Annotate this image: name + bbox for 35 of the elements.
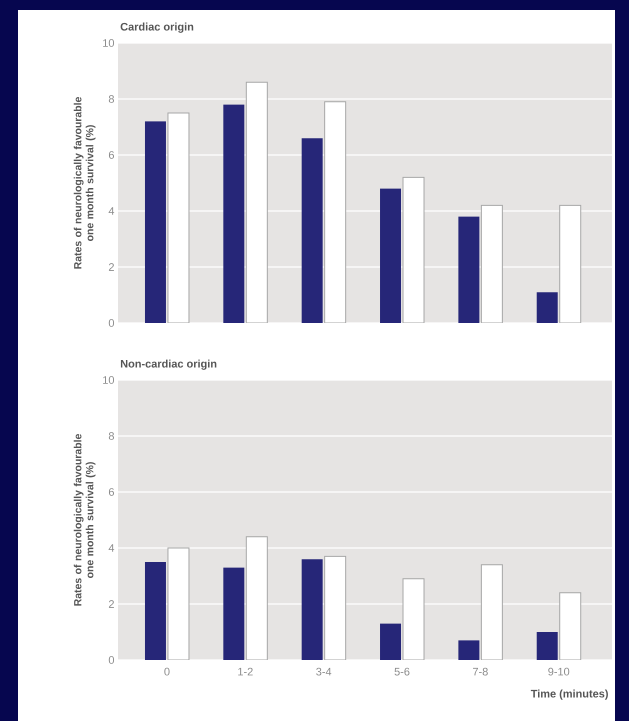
y-tick-label: 8	[108, 432, 114, 440]
bar	[144, 121, 166, 323]
bar	[458, 216, 480, 323]
x-tick-label: 0	[164, 668, 170, 676]
y-axis-title: Rates of neurologically favourable one month survival (%)	[74, 97, 96, 269]
bar	[302, 138, 323, 323]
chart-title: Non-cardiac origin	[120, 360, 216, 370]
bar	[223, 104, 244, 323]
bar	[302, 559, 323, 660]
bar	[223, 568, 244, 660]
x-tick-label: 3-4	[316, 668, 332, 676]
y-tick-label: 8	[108, 95, 114, 103]
x-tick-label: 5-6	[394, 668, 410, 676]
bar	[458, 640, 480, 660]
x-axis-title: Time (minutes)	[530, 690, 608, 700]
y-tick-label: 4	[108, 207, 114, 215]
y-tick-label: 10	[103, 376, 114, 384]
x-tick-label: 9-10	[548, 668, 570, 676]
bar	[144, 562, 166, 660]
y-tick-label: 0	[108, 319, 114, 327]
y-tick-label: 2	[108, 263, 114, 271]
y-tick-label: 2	[108, 600, 114, 608]
chart-title: Cardiac origin	[120, 22, 194, 33]
bar	[536, 292, 558, 323]
y-tick-label: 6	[108, 488, 114, 496]
y-tick-label: 6	[108, 151, 114, 159]
x-tick-label: 7-8	[473, 668, 488, 676]
y-tick-label: 10	[103, 39, 114, 47]
bar	[380, 188, 402, 323]
y-axis-title: Rates of neurologically favourable one month survival (%)	[74, 434, 96, 606]
y-tick-label: 0	[108, 656, 114, 664]
bar	[380, 624, 402, 660]
x-tick-label: 1-2	[238, 668, 253, 676]
y-tick-label: 4	[108, 544, 114, 552]
bar	[536, 632, 558, 660]
